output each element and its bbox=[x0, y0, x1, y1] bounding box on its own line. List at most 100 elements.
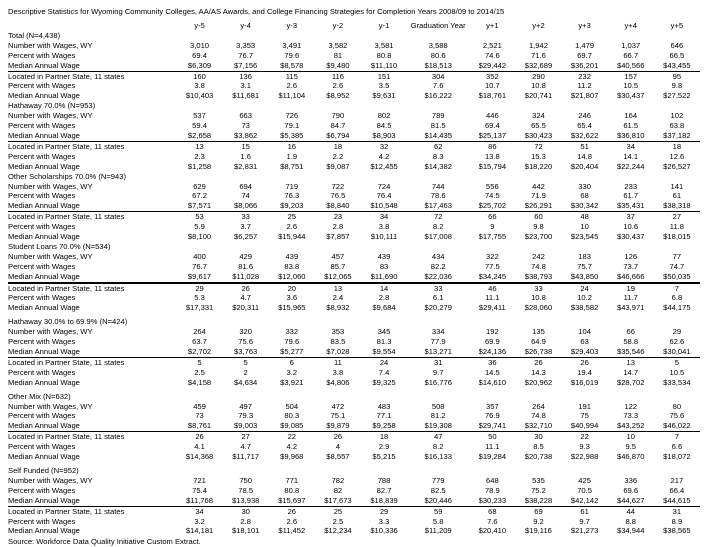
value-cell: 1.6 bbox=[240, 151, 251, 161]
value-cell: 26 bbox=[241, 283, 250, 293]
value-cell: $40,566 bbox=[607, 60, 654, 72]
value-cell: 5.3 bbox=[194, 293, 205, 303]
column-header: y+2 bbox=[532, 21, 545, 30]
value-cell: $1,258 bbox=[187, 161, 212, 171]
value-cell: 63 bbox=[580, 337, 589, 347]
data-row: Percent with Wages 5.3 4.7 3.6 2.4 2.8 6.1 11.1… bbox=[8, 293, 700, 303]
value-cell: 69.9 bbox=[484, 337, 500, 347]
data-row: Median Annual Wage $2,658 $3,862 $5,385 $6,7… bbox=[8, 130, 700, 142]
value-cell: 79.1 bbox=[284, 121, 300, 131]
value-cell: $43,252 bbox=[607, 421, 654, 433]
value-cell: $6,309 bbox=[176, 60, 223, 72]
row-label: Number with Wages, WY bbox=[8, 401, 93, 411]
section-title: Hathaway 30.0% to 69.9% (N=424) bbox=[8, 317, 128, 327]
value-cell: 62.6 bbox=[669, 337, 685, 347]
data-row: Median Annual Wage $10,403 $11,681 $11,104 $… bbox=[8, 91, 700, 101]
value-cell: 14.8 bbox=[577, 151, 592, 161]
value-cell: 82.5 bbox=[430, 485, 446, 495]
value-cell: 7 bbox=[674, 432, 679, 442]
value-cell: $36,201 bbox=[561, 60, 608, 72]
value-cell: 722 bbox=[331, 181, 345, 191]
value-cell: 66.7 bbox=[623, 50, 639, 60]
value-cell: 61 bbox=[672, 191, 682, 201]
row-label: Percent with Wages bbox=[8, 442, 76, 452]
value-cell: $44,175 bbox=[663, 303, 691, 313]
data-row: Number with Wages, WY 400 429 439 457 439 434 3… bbox=[8, 252, 700, 262]
value-cell: $11,452 bbox=[278, 526, 306, 536]
value-cell: 78.5 bbox=[238, 485, 254, 495]
value-cell: $2,831 bbox=[234, 161, 258, 171]
value-cell: 66.5 bbox=[669, 50, 685, 60]
value-cell: 74 bbox=[241, 191, 250, 201]
value-cell: $38,565 bbox=[663, 526, 691, 536]
value-cell: 2.5 bbox=[332, 516, 344, 526]
value-cell: $30,233 bbox=[469, 495, 516, 507]
value-cell: 8.5 bbox=[533, 442, 544, 452]
value-cell: 73 bbox=[241, 121, 250, 131]
value-cell: 324 bbox=[532, 111, 545, 121]
value-cell: 14.3 bbox=[531, 367, 546, 377]
value-cell: $30,342 bbox=[561, 201, 608, 213]
value-cell: 320 bbox=[239, 327, 252, 337]
data-row: Median Annual Wage $1,258 $2,831 $8,751 $9,0… bbox=[8, 162, 700, 172]
value-cell: 15.3 bbox=[531, 151, 546, 161]
value-cell: 13 bbox=[626, 357, 635, 367]
value-cell: 330 bbox=[578, 181, 591, 191]
value-cell: 459 bbox=[193, 401, 206, 411]
value-cell: $22,244 bbox=[616, 161, 645, 171]
row-label: Number with Wages, WY bbox=[8, 475, 93, 485]
column-header: y-1 bbox=[378, 21, 390, 30]
row-label: Percent with Wages bbox=[8, 222, 76, 232]
value-cell: 334 bbox=[431, 327, 445, 337]
value-cell: 483 bbox=[377, 401, 391, 411]
value-cell: 246 bbox=[578, 111, 591, 121]
value-cell: 26 bbox=[333, 432, 343, 442]
value-cell: $8,578 bbox=[268, 60, 315, 72]
value-cell: 9.8 bbox=[671, 81, 683, 91]
value-cell: $9,617 bbox=[176, 271, 223, 284]
value-cell: 429 bbox=[239, 251, 252, 261]
value-cell: 442 bbox=[532, 181, 545, 191]
value-cell: 86 bbox=[488, 141, 497, 151]
value-cell: $6,257 bbox=[234, 232, 258, 242]
value-cell: 74.8 bbox=[531, 411, 546, 421]
value-cell: $16,222 bbox=[424, 91, 452, 101]
report-title: Descriptive Statistics for Wyoming Commu… bbox=[8, 7, 505, 16]
value-cell: 82 bbox=[333, 485, 343, 495]
value-cell: 77.1 bbox=[376, 411, 392, 421]
value-cell: 8.3 bbox=[432, 151, 444, 161]
value-cell: 721 bbox=[193, 475, 206, 485]
value-cell: 183 bbox=[578, 251, 591, 261]
section-title: Self Funded (N=952) bbox=[8, 465, 79, 475]
value-cell: $11,110 bbox=[360, 60, 408, 72]
value-cell: 79.6 bbox=[284, 50, 300, 60]
row-label: Located in Partner State, 11 states bbox=[8, 506, 125, 516]
column-header-row: y-5 y-4 y-3 y-2 y-1 Graduation Year y+1 y+2 y+3 y… bbox=[8, 21, 700, 31]
value-cell: 73.3 bbox=[623, 411, 639, 421]
value-cell: $9,554 bbox=[360, 347, 408, 358]
value-cell: $3,763 bbox=[222, 347, 269, 358]
value-cell: 33 bbox=[241, 212, 250, 222]
value-cell: 84.7 bbox=[330, 121, 346, 131]
value-cell: 80.6 bbox=[430, 50, 446, 60]
value-cell: 66 bbox=[626, 327, 635, 337]
row-label: Located in Partner State, 11 states bbox=[8, 212, 125, 222]
value-cell: $42,142 bbox=[561, 495, 608, 507]
value-cell: 116 bbox=[331, 71, 344, 81]
value-cell: 160 bbox=[193, 71, 206, 81]
value-cell: 9.8 bbox=[533, 222, 544, 232]
value-cell: 3,582 bbox=[328, 40, 348, 50]
value-cell: 27 bbox=[672, 212, 682, 222]
value-cell: 694 bbox=[239, 181, 252, 191]
row-label: Median Annual Wage bbox=[8, 130, 177, 142]
value-cell: $10,111 bbox=[370, 232, 398, 242]
value-cell: 68 bbox=[488, 506, 497, 516]
value-cell: 3.8 bbox=[194, 81, 205, 91]
value-cell: 26 bbox=[287, 506, 297, 516]
value-cell: 64.9 bbox=[531, 337, 546, 347]
value-cell: $23,700 bbox=[524, 232, 553, 242]
section-header-row: Student Loans 70.0% (N=534) bbox=[8, 242, 700, 252]
data-row: Percent with Wages 59.4 73 79.1 84.7 84.5 81.5… bbox=[8, 121, 700, 131]
value-cell: 3.5 bbox=[378, 81, 390, 91]
